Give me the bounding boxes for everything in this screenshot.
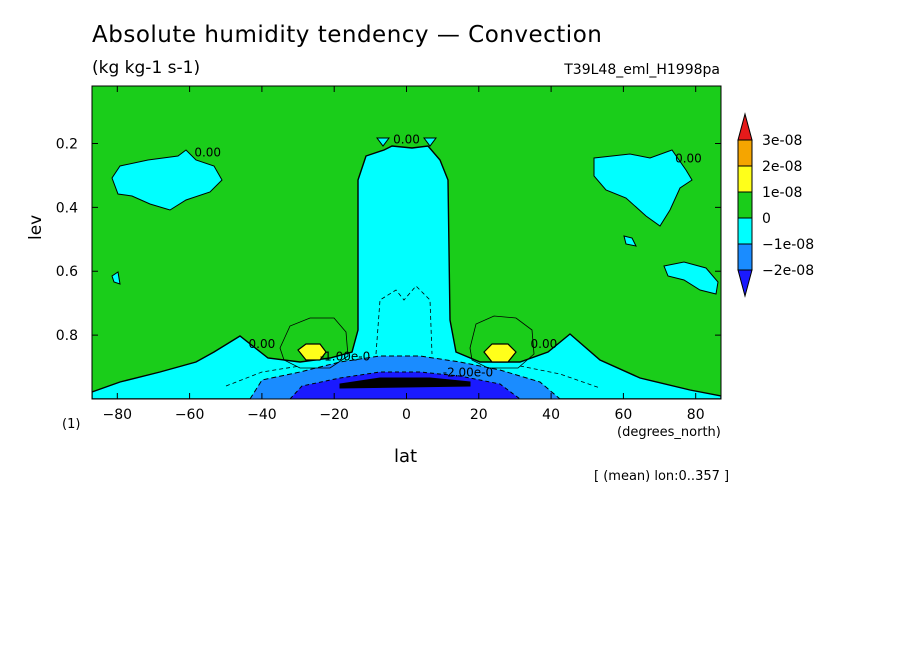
contour-label: 0.00 [194, 145, 221, 159]
contour-label: -2.00e-0 [443, 366, 493, 380]
field-positive-left [297, 343, 327, 361]
colorbar: 3e-08 2e-08 1e-08 0 −1e-08 −2e-08 [737, 112, 814, 298]
x-tick-label: −20 [319, 407, 349, 423]
colorbar-label: 0 [762, 211, 771, 227]
run-label: T39L48_eml_H1998pa [564, 62, 720, 78]
x-axis-label: lat [394, 446, 418, 467]
colorbar-segment [737, 139, 753, 167]
colorbar-label: 1e-08 [762, 185, 802, 201]
contour-marker-left [376, 137, 390, 147]
y-axis-note: (1) [62, 417, 81, 432]
x-tick-label: −40 [247, 407, 277, 423]
x-tick-label: 0 [402, 407, 411, 423]
y-axis-ticks: 0.2 0.4 0.6 0.8 [56, 136, 721, 344]
field-black-core [339, 377, 471, 389]
contour-positive-left [279, 317, 349, 369]
colorbar-label: 2e-08 [762, 159, 802, 175]
contour-positive-right [469, 315, 535, 369]
contour-label: 0.00 [393, 132, 420, 146]
contour-label: 0.00 [531, 337, 558, 351]
chart-title: Absolute humidity tendency — Convection [92, 22, 603, 48]
x-tick-label: 60 [614, 407, 632, 423]
y-tick-label: 0.2 [56, 136, 78, 152]
colorbar-segment [737, 165, 753, 193]
colorbar-label: 3e-08 [762, 133, 802, 149]
contour-negative-column [375, 285, 433, 355]
x-tick-label: 80 [687, 407, 705, 423]
field-negative-small-left [111, 271, 121, 285]
y-tick-label: 0.4 [56, 200, 78, 216]
chart-units: (kg kg-1 s-1) [92, 58, 201, 78]
contour-marker-right [423, 137, 437, 147]
y-tick-label: 0.6 [56, 264, 78, 280]
y-tick-label: 0.8 [56, 328, 78, 344]
contour-label: 0.00 [675, 152, 702, 166]
colorbar-label: −2e-08 [762, 263, 814, 279]
colorbar-bottom-arrow [737, 269, 753, 298]
x-axis-ticks: −80 −60 −40 −20 0 20 40 60 80 [103, 86, 705, 423]
contour-negative-lower [225, 365, 601, 389]
field-negative-main [92, 145, 721, 399]
x-tick-label: −60 [175, 407, 205, 423]
x-tick-label: 20 [470, 407, 488, 423]
colorbar-top-arrow [737, 112, 753, 141]
field-negative-right-blob [663, 261, 719, 295]
contour-labels: 0.00 0.00 0.00 0.00 0.00 -1.00e-0 -2.00e-0 [194, 132, 702, 379]
field-negative-upper-left [111, 149, 223, 211]
colorbar-segment [737, 243, 753, 271]
mean-note: [ (mean) lon:0..357 ] [594, 469, 730, 484]
x-axis-units: (degrees_north) [617, 425, 721, 440]
colorbar-label: −1e-08 [762, 237, 814, 253]
contour-fields [92, 86, 721, 399]
field-negative-upper-right [593, 149, 693, 227]
colorbar-segment [737, 217, 753, 245]
x-tick-label: −80 [103, 407, 133, 423]
x-tick-label: 40 [542, 407, 560, 423]
field-negative-small-right [623, 235, 637, 247]
contour-label: 0.00 [249, 337, 276, 351]
colorbar-segment [737, 191, 753, 219]
contour-label: -1.00e-0 [320, 350, 370, 364]
field-positive-right [483, 343, 517, 363]
